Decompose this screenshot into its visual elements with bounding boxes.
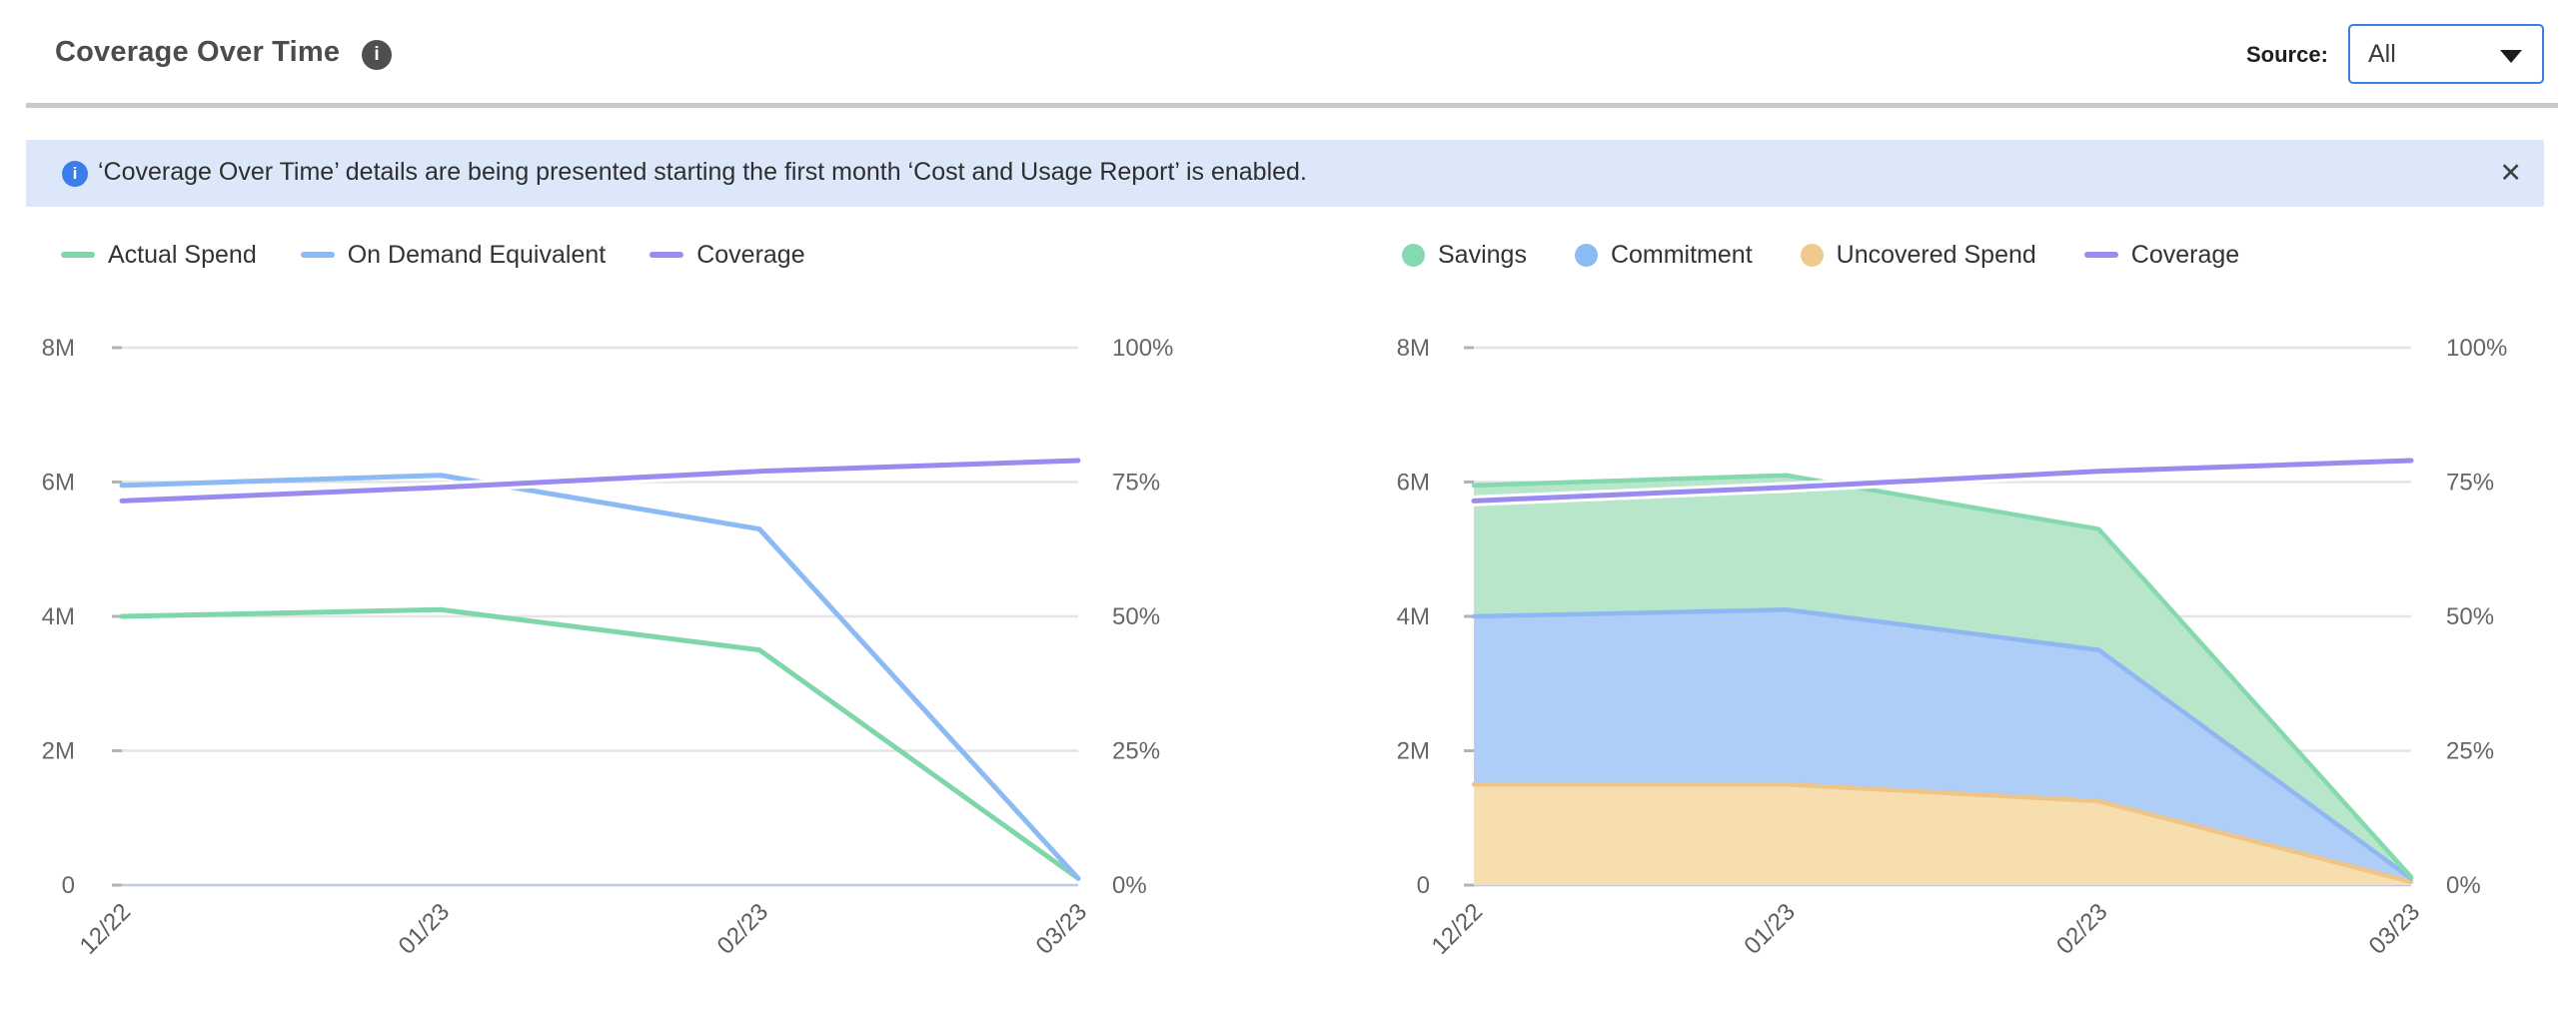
y-axis-label-left: 0 (62, 872, 75, 899)
coverage-marker-icon (2083, 252, 2118, 258)
area-uncovered-spend (1474, 784, 2411, 885)
savings-marker-icon (1402, 243, 1425, 267)
series-actual-spend (119, 606, 1081, 881)
y-axis-label-right: 50% (2446, 603, 2494, 630)
y-axis-label-right: 0% (1112, 872, 1147, 899)
commitment-marker-icon (1574, 243, 1598, 267)
source-dropdown[interactable]: All (2348, 24, 2544, 84)
x-axis-label: 01/23 (394, 898, 456, 960)
legend-label: On Demand Equivalent (347, 240, 607, 269)
y-axis-label-right: 25% (2446, 738, 2494, 765)
x-axis-label: 03/23 (2364, 898, 2426, 960)
y-axis-label-right: 25% (1112, 738, 1160, 765)
y-axis-label-right: 100% (1112, 335, 1173, 362)
info-icon[interactable]: i (362, 40, 392, 70)
right-chart: 0 0% 2M 25% 4M 50% 6M 75% 8M 100% 12/22 01/23 02/23 0… (1397, 335, 2508, 960)
uncovered-spend-marker-icon (1800, 243, 1824, 267)
page-title: Coverage Over Time (55, 36, 341, 68)
legend-item-coverage[interactable]: Coverage (2083, 240, 2240, 270)
x-axis-label: 12/22 (75, 898, 137, 960)
y-axis-label-left: 4M (42, 603, 75, 630)
legend-item-savings[interactable]: Savings (1402, 241, 1527, 270)
left-chart: 0 0% 2M 25% 4M 50% 6M 75% 8M 100% 12/22 01/23 02/23 0… (42, 335, 1174, 960)
legend-item-uncovered-spend[interactable]: Uncovered Spend (1800, 240, 2036, 270)
series-coverage (119, 458, 1081, 504)
area-savings (1474, 475, 2411, 879)
area-top-savings (1471, 473, 2414, 880)
legend-label: Actual Spend (108, 240, 257, 269)
legend-left-chart: Actual Spend On Demand Equivalent Coverage (61, 240, 805, 270)
y-axis-label-right: 75% (1112, 470, 1160, 497)
y-axis-label-right: 100% (2446, 335, 2507, 362)
y-axis-label-left: 2M (42, 738, 75, 765)
source-label: Source: (2246, 42, 2328, 67)
legend-label: Uncovered Spend (1836, 240, 2036, 269)
y-axis-label-right: 75% (2446, 470, 2494, 497)
actual-spend-marker-icon (61, 252, 95, 258)
y-axis-label-left: 4M (1397, 603, 1430, 630)
series-coverage (1471, 458, 2414, 504)
x-axis-label: 03/23 (1031, 898, 1093, 960)
banner-info-icon: i (62, 161, 88, 187)
area-commitment (1474, 609, 2411, 882)
series-on-demand-equivalent (119, 473, 1081, 881)
x-axis-label: 01/23 (1739, 898, 1801, 960)
on-demand-equivalent-marker-icon (300, 252, 335, 258)
legend-item-commitment[interactable]: Commitment (1574, 240, 1753, 270)
coverage-marker-icon (649, 252, 684, 258)
x-axis-label: 02/23 (2051, 898, 2113, 960)
y-axis-label-left: 8M (1397, 335, 1430, 362)
y-axis-label-left: 6M (1397, 470, 1430, 497)
y-axis-label-left: 8M (42, 335, 75, 362)
chevron-down-icon (2500, 50, 2522, 63)
legend-item-on-demand-equivalent[interactable]: On Demand Equivalent (300, 240, 607, 270)
x-axis-label: 12/22 (1427, 898, 1489, 960)
source-dropdown-value: All (2368, 40, 2396, 68)
close-icon[interactable]: ✕ (2499, 158, 2522, 188)
y-axis-label-left: 6M (42, 470, 75, 497)
header-divider (26, 103, 2558, 108)
x-axis-label: 02/23 (712, 898, 774, 960)
y-axis-label-right: 50% (1112, 603, 1160, 630)
area-top-uncovered-spend (1471, 781, 2414, 884)
legend-label: Coverage (2130, 240, 2240, 269)
area-top-commitment (1471, 607, 2414, 881)
y-axis-label-left: 0 (1417, 872, 1430, 899)
legend-label: Savings (1438, 240, 1527, 269)
legend-label: Coverage (696, 240, 805, 269)
legend-item-actual-spend[interactable]: Actual Spend (61, 241, 257, 270)
legend-label: Commitment (1610, 240, 1753, 269)
legend-item-coverage[interactable]: Coverage (649, 240, 805, 270)
info-banner: i ‘Coverage Over Time’ details are being… (26, 140, 2544, 207)
legend-right-chart: Savings Commitment Uncovered Spend Coverage (1402, 240, 2239, 270)
banner-text: ‘Coverage Over Time’ details are being p… (98, 158, 1307, 186)
y-axis-label-right: 0% (2446, 872, 2481, 899)
y-axis-label-left: 2M (1397, 738, 1430, 765)
